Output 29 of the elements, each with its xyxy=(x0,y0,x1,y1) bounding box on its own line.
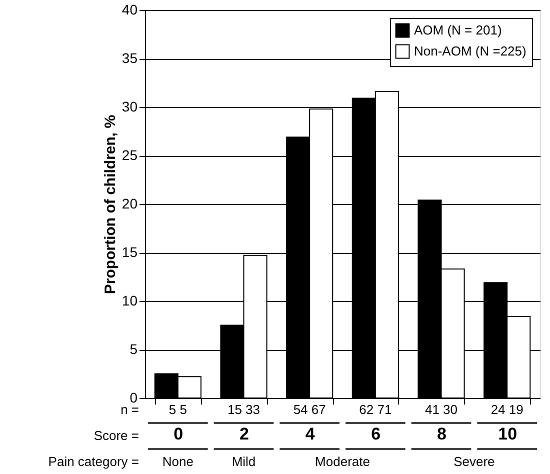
text: 15 33 xyxy=(227,402,260,417)
y-tick-label: 5 xyxy=(130,341,138,357)
text: 5 5 xyxy=(168,402,187,417)
text: 54 67 xyxy=(293,402,326,417)
x-tick-label: 2 xyxy=(240,424,249,444)
text: 24 19 xyxy=(490,402,524,417)
y-tick-label: 20 xyxy=(122,196,138,212)
y-tick-label: 40 xyxy=(122,2,138,18)
y-tick-label: 25 xyxy=(122,147,138,163)
y-tick-label: 10 xyxy=(122,292,138,308)
text: Mild xyxy=(232,454,256,469)
text: 62 71 xyxy=(359,402,392,417)
x-tick-label: 6 xyxy=(371,424,381,444)
text: 41 30 xyxy=(424,402,458,417)
text: Score = xyxy=(94,428,139,443)
y-tick-label: 30 xyxy=(122,98,138,114)
text: Severe xyxy=(454,454,495,469)
y-axis-title: Proportion of children, % xyxy=(102,114,119,294)
y-tick-label: 35 xyxy=(122,50,138,66)
text: Pain category = xyxy=(48,454,139,469)
x-tick-label: 10 xyxy=(498,424,518,444)
y-tick-label: 15 xyxy=(122,244,138,260)
x-tick-label: 4 xyxy=(305,424,316,444)
text: None xyxy=(162,454,194,469)
x-tick-label: 0 xyxy=(174,424,184,444)
legend-label: Non-AOM (N =225) xyxy=(414,44,526,58)
x-tick-label: 8 xyxy=(437,424,446,444)
legend-label: AOM (N = 201) xyxy=(414,22,502,38)
text: Moderate xyxy=(315,454,370,469)
